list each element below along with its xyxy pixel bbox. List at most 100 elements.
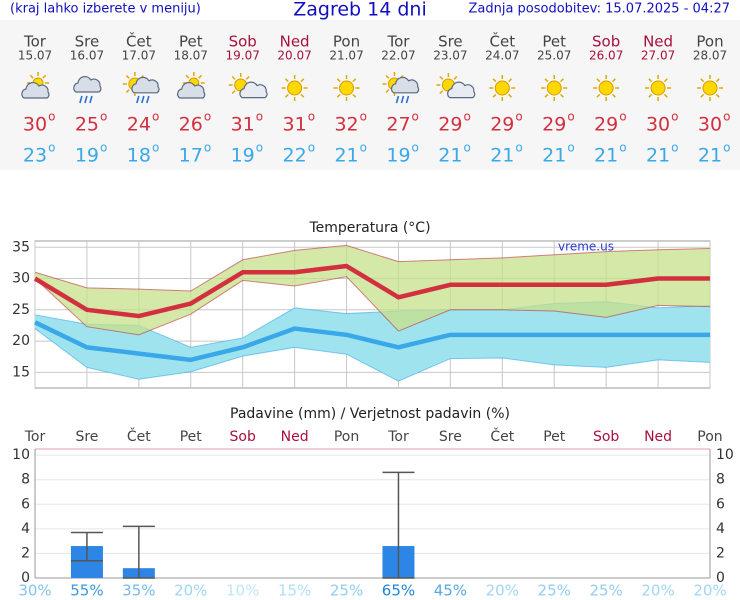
weather-icon — [281, 75, 308, 101]
day-name: Tor — [23, 33, 47, 51]
header-note: (kraj lahko izberete v meniju) — [10, 2, 201, 17]
x-tick-label: Čet — [127, 427, 151, 445]
temp-max: 26 — [179, 114, 203, 136]
degree-mark: o — [619, 110, 626, 124]
sun-ray — [198, 74, 203, 79]
sun-ray — [544, 78, 549, 83]
probability-label: 65% — [382, 582, 415, 600]
weather-icon — [645, 75, 672, 101]
rain-drop — [400, 95, 405, 104]
sun-ray — [611, 93, 616, 98]
x-tick-label: Sre — [439, 429, 462, 445]
day-date: 17.07 — [122, 49, 156, 63]
temp-max: 29 — [542, 114, 566, 136]
day-date: 26.07 — [589, 49, 623, 63]
y-tick-label: 10 — [12, 447, 30, 463]
x-tick-label: Tor — [24, 429, 46, 445]
chart-title: Padavine (mm) / Verjetnost padavin (%) — [230, 406, 510, 422]
temp-min: 19 — [231, 145, 255, 167]
day-name: Pon — [333, 33, 360, 51]
error-bar — [70, 531, 103, 562]
probability-label: 10% — [226, 582, 259, 600]
day-date: 27.07 — [641, 49, 675, 63]
temp-min: 21 — [646, 145, 670, 167]
day-date: 19.07 — [226, 49, 260, 63]
sun-ray — [352, 93, 357, 98]
weather-icon — [541, 75, 568, 101]
sun — [702, 80, 718, 96]
degree-mark: o — [463, 141, 470, 155]
y2-tick-label: 10 — [716, 447, 734, 463]
rain-drop — [79, 95, 83, 104]
sun-ray — [231, 90, 236, 95]
sun-ray — [648, 93, 653, 98]
x-tick-label: Sob — [593, 429, 619, 445]
temperature-line — [33, 263, 710, 319]
day-name: Pet — [179, 33, 203, 51]
cloud — [447, 81, 476, 99]
day-date: 28.07 — [693, 49, 727, 63]
temp-max: 29 — [438, 114, 462, 136]
probability-label: 35% — [122, 582, 155, 600]
weather-icon — [697, 75, 723, 101]
sun — [546, 80, 562, 96]
cloud — [73, 75, 102, 93]
degree-mark: o — [308, 141, 315, 155]
sun-ray — [300, 78, 305, 83]
day-date: 24.07 — [485, 49, 519, 63]
x-tick-label: Pon — [334, 429, 359, 445]
probability-label: 55% — [70, 582, 103, 600]
y-tick-label: 30 — [12, 271, 30, 287]
cloud — [177, 81, 206, 99]
sun-ray — [284, 78, 289, 83]
sun-ray — [596, 78, 601, 83]
temp-min: 21 — [542, 145, 566, 167]
degree-mark: o — [152, 141, 159, 155]
temp-max: 29 — [490, 114, 514, 136]
sun-ray — [715, 78, 720, 83]
sun-ray — [300, 93, 305, 98]
sun-ray — [560, 78, 564, 83]
weather-icon — [21, 72, 50, 99]
band-lower-edge — [34, 328, 711, 382]
degree-mark: o — [619, 141, 626, 155]
degree-mark: o — [671, 110, 678, 124]
error-bar — [382, 471, 415, 579]
temp-max: 32 — [334, 114, 358, 136]
day-name: Čet — [490, 32, 516, 51]
day-date: 20.07 — [277, 49, 311, 63]
degree-mark: o — [360, 110, 367, 124]
day-name: Sre — [75, 33, 100, 51]
sun-ray — [336, 78, 341, 83]
probability-label: 25% — [330, 582, 363, 600]
sun-ray — [611, 78, 616, 83]
sun — [598, 80, 614, 96]
x-tick-label: Pon — [697, 429, 722, 445]
temp-max: 30 — [646, 114, 670, 136]
sun-ray — [185, 74, 190, 79]
temp-min: 22 — [283, 145, 307, 167]
x-tick-label: Sre — [75, 429, 98, 445]
sun-ray — [42, 74, 47, 79]
probability-label: 20% — [693, 582, 726, 600]
y2-tick-label: 4 — [716, 521, 725, 537]
sun-ray — [385, 89, 390, 94]
degree-mark: o — [515, 110, 522, 124]
temp-max: 30 — [23, 114, 47, 136]
probability-label: 45% — [434, 582, 467, 600]
x-tick-label: Čet — [490, 427, 514, 445]
degree-mark: o — [48, 110, 55, 124]
sun-ray — [336, 93, 341, 98]
x-tick-label: Ned — [281, 429, 309, 445]
rain-drop — [141, 95, 145, 104]
probability-label: 25% — [538, 582, 571, 600]
sun-ray — [284, 93, 289, 98]
sun — [287, 80, 303, 96]
sun-ray — [700, 93, 705, 98]
sun-ray — [439, 75, 444, 80]
degree-mark: o — [204, 141, 211, 155]
temp-min: 19 — [386, 145, 410, 167]
sun-ray — [492, 93, 497, 98]
sun-ray — [125, 74, 130, 79]
degree-mark: o — [152, 110, 159, 124]
